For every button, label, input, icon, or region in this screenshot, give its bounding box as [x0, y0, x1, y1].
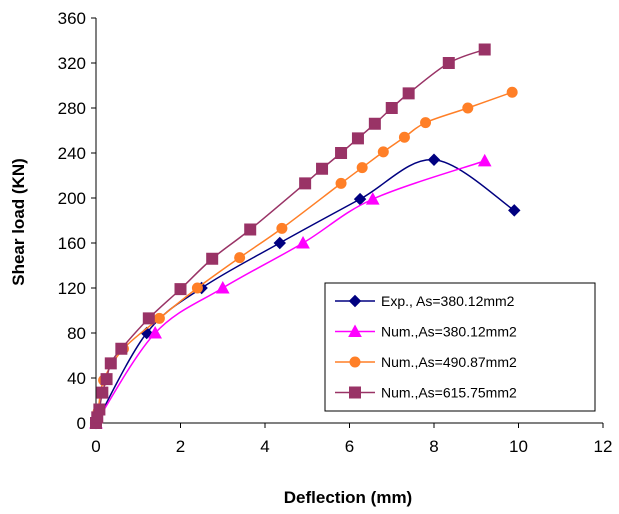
legend-item: Num.,As=615.75mm2 — [335, 385, 517, 401]
legend-item: Exp., As=380.12mm2 — [335, 293, 515, 309]
y-tick-label: 360 — [58, 9, 86, 28]
data-point — [356, 162, 368, 174]
data-point — [377, 146, 389, 158]
data-point — [402, 87, 415, 100]
data-point — [385, 102, 398, 114]
y-tick-label: 0 — [77, 414, 86, 433]
legend-marker — [349, 386, 361, 399]
data-point — [398, 131, 410, 143]
legend: Exp., As=380.12mm2 Num.,As=380.12mm2 Num.,… — [324, 282, 596, 412]
legend-label: Num.,As=490.87mm2 — [381, 354, 517, 370]
data-point — [478, 43, 491, 56]
data-point — [234, 252, 246, 264]
data-point — [276, 222, 288, 234]
data-point — [104, 357, 117, 370]
data-point — [442, 57, 455, 69]
data-point — [316, 162, 329, 175]
data-point — [351, 132, 364, 145]
data-point — [174, 283, 187, 296]
data-point — [365, 192, 380, 205]
legend-label: Num.,As=615.75mm2 — [381, 385, 517, 401]
x-tick-label: 4 — [260, 437, 269, 456]
data-point — [462, 102, 474, 114]
x-tick-label: 2 — [176, 437, 185, 456]
y-tick-label: 160 — [58, 234, 86, 253]
data-point — [299, 177, 312, 190]
data-point — [206, 252, 219, 265]
y-tick-label: 200 — [58, 189, 86, 208]
x-tick-label: 10 — [509, 437, 528, 456]
series-4 — [90, 43, 491, 429]
data-point — [115, 342, 128, 355]
legend-item: Num.,As=380.12mm2 — [335, 324, 517, 340]
data-point — [506, 86, 518, 98]
data-point — [335, 177, 347, 189]
data-point — [477, 153, 492, 167]
data-point — [335, 147, 348, 159]
data-point — [353, 192, 367, 206]
legend-marker — [349, 356, 361, 368]
x-tick-label: 12 — [594, 437, 613, 456]
legend-item: Num.,As=490.87mm2 — [335, 354, 517, 370]
plot-area — [89, 43, 521, 430]
legend-label: Exp., As=380.12mm2 — [381, 293, 515, 309]
series-line — [95, 160, 485, 424]
legend-box — [324, 282, 596, 412]
data-point — [148, 325, 162, 339]
data-point — [368, 117, 381, 130]
y-tick-label: 40 — [67, 369, 86, 388]
x-tick-label: 0 — [91, 437, 100, 456]
data-point — [191, 282, 203, 294]
data-point — [142, 312, 155, 325]
x-axis-title: Deflection (mm) — [284, 488, 412, 507]
y-tick-label: 80 — [67, 324, 86, 343]
data-point — [244, 223, 257, 236]
y-tick-label: 280 — [58, 99, 86, 118]
legend-label: Num.,As=380.12mm2 — [381, 324, 517, 340]
axes: 0 40 80 120 160 200 240 280 320 360 0 2 4 6 8 10 12 — [58, 9, 613, 456]
y-axis-title: Shear load (KN) — [9, 158, 28, 286]
data-point — [215, 280, 230, 294]
y-tick-label: 240 — [58, 144, 86, 163]
data-point — [420, 117, 432, 129]
data-point — [508, 204, 521, 217]
data-point — [93, 403, 106, 416]
y-tick-label: 120 — [58, 279, 86, 298]
x-tick-label: 8 — [429, 437, 438, 456]
y-tick-label: 320 — [58, 54, 86, 73]
data-point — [153, 312, 165, 324]
data-point — [100, 373, 113, 386]
data-point — [296, 235, 310, 249]
data-point — [427, 153, 441, 166]
x-tick-label: 6 — [345, 437, 354, 456]
legend-marker — [348, 324, 362, 337]
legend-marker — [348, 294, 362, 308]
data-point — [96, 386, 109, 399]
data-point — [273, 236, 286, 250]
